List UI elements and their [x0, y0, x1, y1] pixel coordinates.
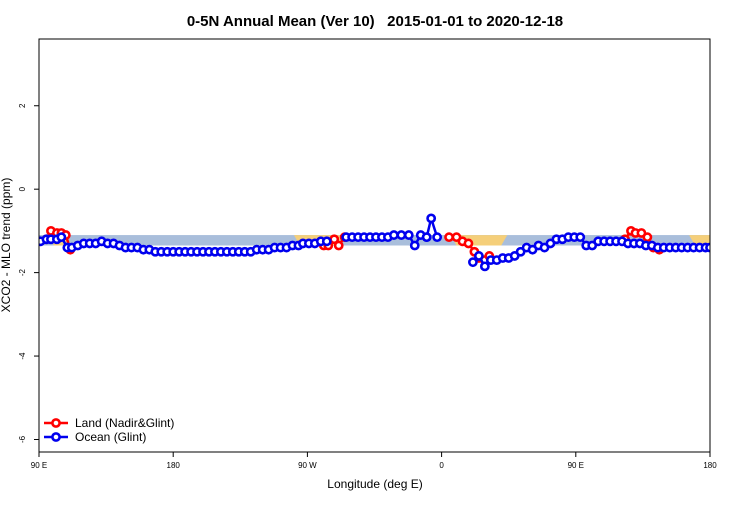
ocean-point	[473, 251, 484, 261]
ocean-point	[321, 236, 332, 247]
land-point	[333, 240, 344, 251]
ocean-point	[409, 240, 420, 251]
ocean-point	[421, 232, 432, 243]
y-axis-label: XCO2 - MLO trend (ppm)	[0, 178, 13, 313]
ocean-point	[403, 230, 414, 240]
ocean-point	[705, 242, 710, 253]
ocean-point	[396, 230, 407, 240]
y-tick-label: -4	[18, 352, 27, 360]
plot-frame	[38, 38, 711, 453]
x-tick-label: 90 E	[31, 461, 47, 470]
legend-marker-ocean	[51, 432, 61, 442]
ocean-point	[468, 257, 478, 268]
x-tick-label: 90 E	[568, 461, 584, 470]
legend-label-ocean: Ocean (Glint)	[75, 430, 146, 444]
x-axis-label: Longitude (deg E)	[327, 477, 422, 491]
ocean-point	[426, 213, 437, 224]
ocean-point	[479, 261, 490, 272]
y-tick-label: -6	[18, 435, 27, 443]
legend: Land (Nadir&Glint)Ocean (Glint)	[44, 416, 174, 444]
series-layer	[39, 213, 710, 272]
x-axis: 90 E 180 90 W 0 90 E 180	[31, 452, 717, 470]
y-tick-label: 0	[18, 186, 27, 191]
x-tick-label: 90 W	[298, 461, 317, 470]
ocean-point	[432, 232, 443, 243]
x-tick-label: 180	[167, 461, 181, 470]
x-tick-label: 0	[439, 461, 444, 470]
land-point	[642, 232, 653, 243]
ocean-series	[39, 213, 710, 272]
legend-entry-land: Land (Nadir&Glint)	[44, 416, 174, 430]
land-point	[463, 238, 474, 249]
y-tick-label: -2	[18, 269, 27, 277]
ocean-point	[575, 232, 586, 243]
legend-label-land: Land (Nadir&Glint)	[75, 416, 174, 430]
legend-marker-land	[51, 418, 61, 428]
ocean-point	[388, 230, 399, 240]
x-tick-label: 180	[703, 461, 717, 470]
land-point	[444, 232, 454, 243]
chart-title: 0-5N Annual Mean (Ver 10) 2015-01-01 to …	[187, 13, 563, 30]
y-tick-label: 2	[18, 103, 27, 108]
legend-entry-ocean: Ocean (Glint)	[44, 430, 146, 444]
y-axis: -6 -4 -2 0 2	[18, 103, 39, 443]
ocean-point	[56, 232, 67, 243]
